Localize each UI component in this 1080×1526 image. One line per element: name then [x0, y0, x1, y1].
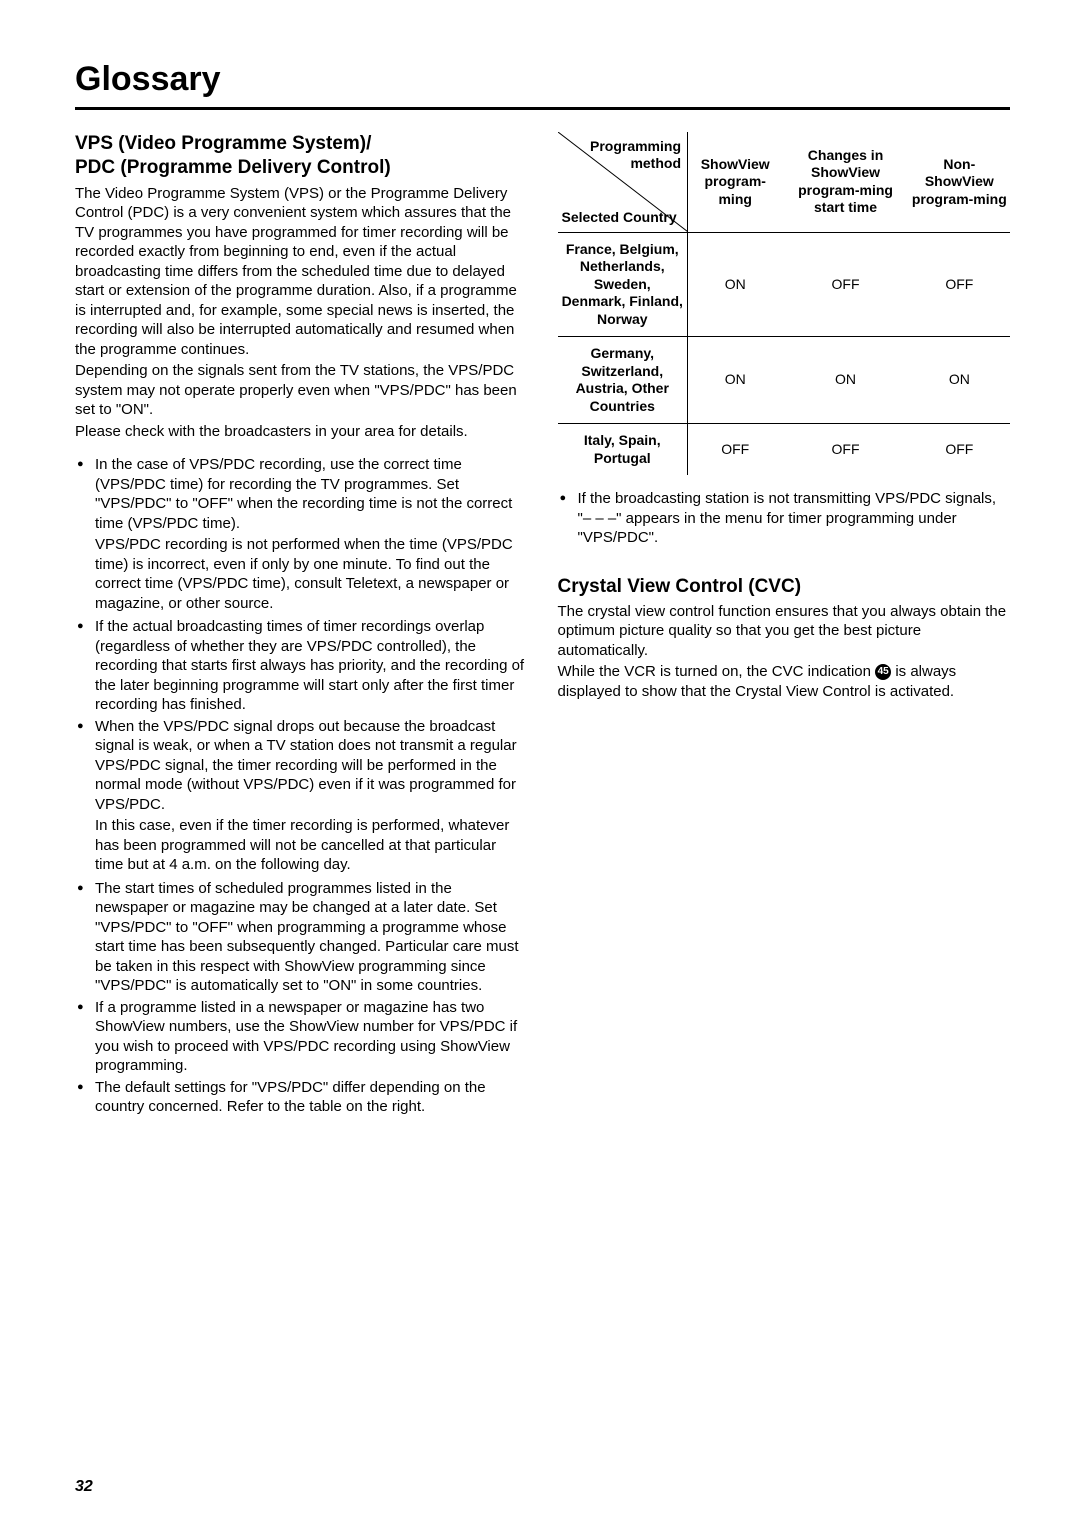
table-row3-label: Italy, Spain, Portugal — [558, 424, 688, 476]
vps-bullet-list-2: If the actual broadcasting times of time… — [75, 617, 528, 814]
vps-bullet-1: In the case of VPS/PDC recording, use th… — [75, 455, 528, 533]
table-row: France, Belgium, Netherlands, Sweden, De… — [558, 232, 1011, 337]
left-column: VPS (Video Programme System)/ PDC (Progr… — [75, 132, 528, 1119]
vps-bullet-3: When the VPS/PDC signal drops out becaus… — [75, 717, 528, 815]
vps-heading-line1: VPS (Video Programme System)/ — [75, 133, 371, 154]
cvc-heading: Crystal View Control (CVC) — [558, 576, 1011, 598]
page-title: Glossary — [75, 60, 1010, 110]
table-row3-c1: OFF — [688, 424, 783, 476]
table-col3-header: Non-ShowView program-ming — [909, 132, 1010, 232]
vps-heading-line2: PDC (Programme Delivery Control) — [75, 157, 391, 178]
table-diag-header: Programming method Selected Country — [558, 132, 688, 232]
vps-bullet-2: If the actual broadcasting times of time… — [75, 617, 528, 715]
vps-bullet-3-cont: In this case, even if the timer recordin… — [75, 816, 528, 875]
table-row: Italy, Spain, Portugal OFF OFF OFF — [558, 424, 1011, 476]
table-row2-label: Germany, Switzerland, Austria, Other Cou… — [558, 337, 688, 424]
table-row1-label: France, Belgium, Netherlands, Sweden, De… — [558, 232, 688, 337]
vps-bullet-list-3: The start times of scheduled programmes … — [75, 879, 528, 1117]
vps-para2: Depending on the signals sent from the T… — [75, 361, 528, 420]
two-column-layout: VPS (Video Programme System)/ PDC (Progr… — [75, 132, 1010, 1119]
cvc-indicator-icon: 45 — [875, 664, 891, 680]
vps-heading: VPS (Video Programme System)/ PDC (Progr… — [75, 132, 528, 180]
right-note-list: If the broadcasting station is not trans… — [558, 489, 1011, 548]
vps-bullet-6: The default settings for "VPS/PDC" diffe… — [75, 1078, 528, 1117]
vps-bullet-4: The start times of scheduled programmes … — [75, 879, 528, 996]
vps-bullet-list: In the case of VPS/PDC recording, use th… — [75, 455, 528, 533]
table-row: Germany, Switzerland, Austria, Other Cou… — [558, 337, 1011, 424]
vps-para3: Please check with the broadcasters in yo… — [75, 422, 528, 442]
table-row2-c3: ON — [909, 337, 1010, 424]
table-col2-header: Changes in ShowView program-ming start t… — [782, 132, 908, 232]
table-row3-c3: OFF — [909, 424, 1010, 476]
table-row1-c1: ON — [688, 232, 783, 337]
cvc-para2: While the VCR is turned on, the CVC indi… — [558, 662, 1011, 701]
page-number: 32 — [75, 1478, 93, 1496]
header-programming-method: Programming method — [558, 138, 682, 172]
table-row2-c2: ON — [782, 337, 908, 424]
table-row3-c2: OFF — [782, 424, 908, 476]
table-row1-c2: OFF — [782, 232, 908, 337]
table-row2-c1: ON — [688, 337, 783, 424]
vps-pdc-table: Programming method Selected Country Show… — [558, 132, 1011, 475]
cvc-para1: The crystal view control function ensure… — [558, 602, 1011, 661]
vps-bullet-1-cont: VPS/PDC recording is not performed when … — [75, 535, 528, 613]
right-note-bullet: If the broadcasting station is not trans… — [558, 489, 1011, 548]
vps-bullet-5: If a programme listed in a newspaper or … — [75, 998, 528, 1076]
header-selected-country: Selected Country — [562, 209, 677, 226]
table-row1-c3: OFF — [909, 232, 1010, 337]
right-column: Programming method Selected Country Show… — [558, 132, 1011, 1119]
table-col1-header: ShowView program-ming — [688, 132, 783, 232]
vps-para1: The Video Programme System (VPS) or the … — [75, 184, 528, 360]
cvc-para2a: While the VCR is turned on, the CVC indi… — [558, 663, 876, 680]
